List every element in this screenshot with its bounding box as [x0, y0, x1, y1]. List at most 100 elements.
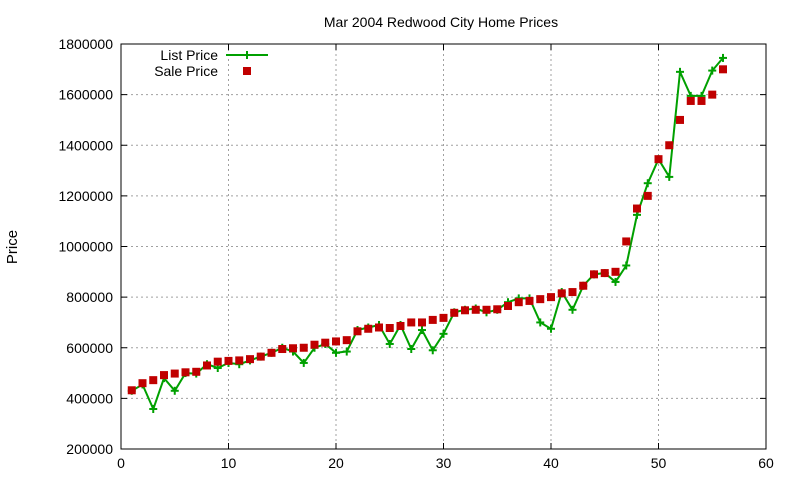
y-tick-label: 200000 — [66, 441, 113, 457]
sale-price-point — [170, 369, 179, 378]
y-tick-label: 400000 — [66, 390, 113, 406]
sale-price-point — [138, 379, 147, 388]
y-tick-label: 1200000 — [58, 188, 113, 204]
sale-price-point — [525, 296, 534, 305]
sale-price-point — [461, 306, 469, 315]
legend-label-list-price: List Price — [160, 47, 218, 63]
list-price-point — [170, 386, 179, 395]
y-tick-label: 1600000 — [58, 87, 113, 103]
sale-price-point — [407, 318, 416, 327]
list-price-point — [611, 277, 620, 286]
list-price-point — [643, 179, 652, 188]
x-tick-label: 20 — [328, 455, 344, 471]
sale-price-point — [611, 267, 620, 276]
sale-price-point — [428, 315, 437, 324]
list-price-point — [299, 358, 308, 367]
list-price-point — [676, 67, 684, 76]
sale-price-point — [600, 269, 609, 278]
list-price-point — [665, 172, 674, 181]
axis-ticks: 0 10 20 30 40 50 60 200000 400000 600000 800000 100… — [58, 36, 774, 471]
x-tick-label: 30 — [436, 455, 452, 471]
sale-price-point — [504, 301, 512, 310]
x-tick-label: 10 — [221, 455, 237, 471]
sale-price-point — [267, 348, 276, 357]
sale-price-point — [493, 305, 502, 314]
sale-price-point — [321, 338, 330, 347]
list-price-point — [719, 53, 727, 62]
list-price-point — [547, 324, 555, 333]
list-price-point — [407, 345, 416, 354]
legend-label-sale-price: Sale Price — [154, 63, 218, 79]
y-tick-label: 1800000 — [58, 36, 113, 52]
sale-price-point — [332, 337, 340, 346]
sale-price-point — [557, 289, 566, 298]
series-line-list-price — [131, 57, 724, 412]
sale-price-point — [235, 356, 244, 365]
sale-price-point — [353, 327, 362, 336]
sale-price-point — [396, 321, 405, 330]
list-price-point — [439, 329, 448, 338]
sale-price-point — [256, 352, 265, 361]
y-tick-label: 800000 — [66, 289, 113, 305]
sale-price-point — [686, 96, 695, 105]
sale-price-point — [385, 324, 394, 333]
sale-price-point — [633, 204, 641, 213]
sale-price-point — [654, 155, 663, 164]
sale-price-point — [450, 308, 459, 317]
sale-price-point — [342, 336, 351, 345]
sale-price-point — [719, 65, 727, 74]
sale-price-point — [514, 298, 523, 307]
sale-price-point — [289, 344, 297, 353]
sale-price-point — [299, 343, 308, 352]
sale-price-point — [127, 386, 136, 395]
list-price-point — [536, 318, 545, 327]
sale-price-point — [213, 357, 222, 366]
sale-price-point — [375, 323, 383, 332]
y-tick-label: 600000 — [66, 340, 113, 356]
legend: List Price Sale Price — [154, 47, 268, 79]
x-tick-label: 0 — [117, 455, 125, 471]
sale-price-point — [547, 293, 555, 302]
list-price-point — [418, 326, 426, 335]
legend-marker-sale-price — [243, 67, 251, 75]
sale-price-point — [160, 371, 168, 380]
grid — [121, 44, 766, 449]
sale-price-point — [192, 367, 201, 376]
y-tick-label: 1400000 — [58, 137, 113, 153]
list-price-point — [708, 66, 717, 75]
sale-price-point — [676, 115, 684, 124]
list-price-point — [332, 348, 340, 357]
x-tick-label: 60 — [758, 455, 774, 471]
sale-price-point — [224, 356, 233, 365]
sale-price-point — [181, 368, 190, 377]
sale-price-point — [246, 355, 254, 364]
sale-price-point — [439, 313, 448, 322]
list-price-point — [149, 405, 158, 414]
chart-title: Mar 2004 Redwood City Home Prices — [324, 14, 558, 30]
sale-price-point — [418, 318, 426, 327]
sale-price-point — [665, 141, 674, 150]
sale-price-point — [643, 191, 652, 200]
sale-price-point — [536, 295, 545, 304]
sale-price-point — [149, 376, 158, 385]
sale-price-point — [579, 281, 588, 290]
sale-price-point — [482, 305, 491, 314]
sale-price-point — [364, 324, 373, 333]
sale-price-point — [622, 237, 631, 246]
list-price-point — [385, 339, 394, 348]
sale-price-point — [203, 361, 211, 370]
sale-price-point — [590, 270, 598, 279]
list-price-point — [622, 261, 631, 270]
x-tick-label: 50 — [651, 455, 667, 471]
sale-price-point — [278, 345, 287, 354]
y-tick-label: 1000000 — [58, 239, 113, 255]
sale-price-point — [471, 305, 480, 314]
sale-price-point — [708, 90, 717, 99]
y-axis-label: Price — [4, 230, 21, 264]
sale-price-point — [310, 340, 319, 349]
x-tick-label: 40 — [543, 455, 559, 471]
list-price-point — [342, 347, 351, 356]
list-price-point — [568, 305, 577, 314]
sale-price-point — [568, 288, 577, 297]
